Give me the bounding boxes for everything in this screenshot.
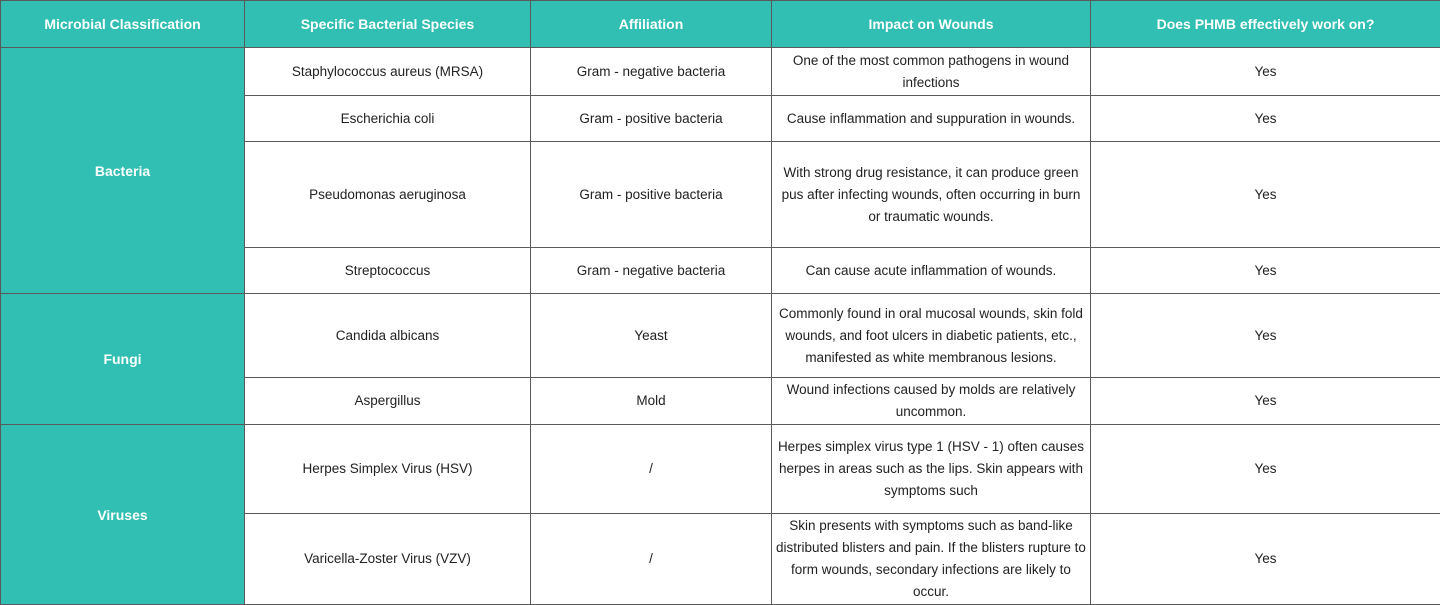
impact-cell: Skin presents with symptoms such as band… [772,514,1091,605]
impact-cell: Commonly found in oral mucosal wounds, s… [772,294,1091,378]
affiliation-cell: Yeast [531,294,772,378]
impact-cell: Herpes simplex virus type 1 (HSV - 1) of… [772,425,1091,514]
species-cell: Escherichia coli [245,96,531,142]
impact-cell: Cause inflammation and suppuration in wo… [772,96,1091,142]
phmb-cell: Yes [1091,425,1440,514]
affiliation-cell: Gram - negative bacteria [531,48,772,96]
affiliation-cell: Mold [531,378,772,425]
header-cell: Impact on Wounds [772,1,1091,48]
group-cell: Bacteria [1,48,245,294]
phmb-cell: Yes [1091,96,1440,142]
group-cell: Viruses [1,425,245,605]
species-cell: Herpes Simplex Virus (HSV) [245,425,531,514]
phmb-cell: Yes [1091,142,1440,248]
species-cell: Candida albicans [245,294,531,378]
header-cell: Specific Bacterial Species [245,1,531,48]
phmb-cell: Yes [1091,514,1440,605]
impact-cell: Can cause acute inflammation of wounds. [772,248,1091,294]
species-cell: Pseudomonas aeruginosa [245,142,531,248]
impact-cell: One of the most common pathogens in woun… [772,48,1091,96]
phmb-cell: Yes [1091,378,1440,425]
header-cell: Does PHMB effectively work on? [1091,1,1440,48]
affiliation-cell: Gram - negative bacteria [531,248,772,294]
impact-cell: Wound infections caused by molds are rel… [772,378,1091,425]
affiliation-cell: / [531,514,772,605]
group-cell: Fungi [1,294,245,425]
header-cell: Microbial Classification [1,1,245,48]
species-cell: Varicella-Zoster Virus (VZV) [245,514,531,605]
header-cell: Affiliation [531,1,772,48]
phmb-cell: Yes [1091,248,1440,294]
affiliation-cell: / [531,425,772,514]
phmb-cell: Yes [1091,294,1440,378]
species-cell: Staphylococcus aureus (MRSA) [245,48,531,96]
affiliation-cell: Gram - positive bacteria [531,142,772,248]
impact-cell: With strong drug resistance, it can prod… [772,142,1091,248]
species-cell: Streptococcus [245,248,531,294]
affiliation-cell: Gram - positive bacteria [531,96,772,142]
species-cell: Aspergillus [245,378,531,425]
phmb-cell: Yes [1091,48,1440,96]
